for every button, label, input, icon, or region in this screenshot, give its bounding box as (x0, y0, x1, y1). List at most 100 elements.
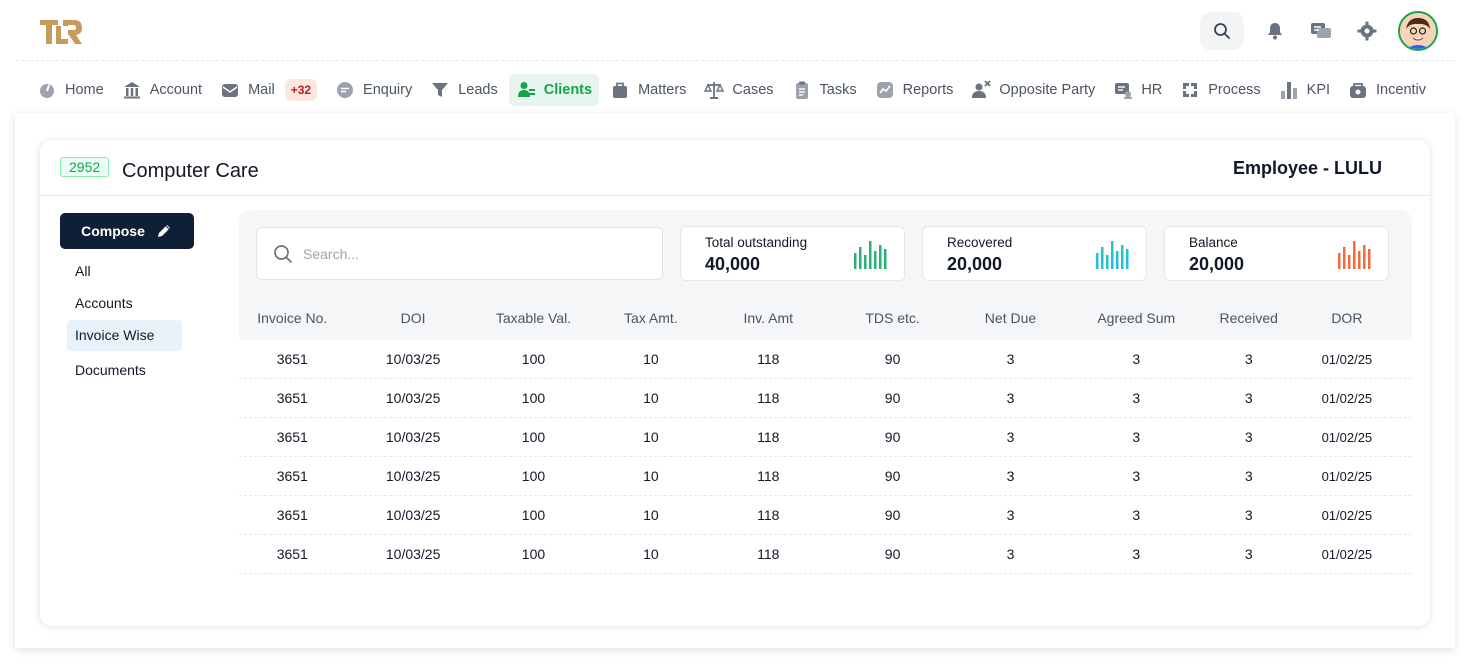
search-icon (1214, 23, 1230, 39)
table-cell: 3651 (276, 546, 308, 562)
column-header[interactable]: Tax Amt. (624, 310, 678, 326)
table-cell: 3651 (276, 468, 308, 484)
table-row[interactable]: 3651 10/03/25 100 10 118 90 3 3 3 01/02/25 (239, 418, 1412, 457)
table-cell: 3 (1244, 390, 1253, 406)
stat-balance: Balance 20,000 (1164, 226, 1389, 281)
table-cell: 3 (1132, 351, 1141, 367)
sidebar-item-all[interactable]: All (75, 263, 91, 279)
table-cell: 90 (884, 468, 901, 484)
table-row[interactable]: 3651 10/03/25 100 10 118 90 3 3 3 01/02/25 (239, 535, 1412, 574)
table-cell: 10/03/25 (385, 390, 441, 406)
table-cell: 10 (643, 507, 659, 523)
table-cell: 3 (1244, 351, 1253, 367)
nav-item-clients[interactable]: Clients (508, 74, 600, 106)
column-header[interactable]: DOI (400, 310, 426, 326)
bars-icon (854, 241, 887, 269)
user-x-icon (972, 80, 992, 98)
column-header[interactable]: Invoice No. (257, 310, 328, 326)
table-cell: 3651 (276, 351, 308, 367)
table-cell: 10 (643, 468, 659, 484)
client-card: 2952 Computer Care Employee - LULU Compo… (40, 140, 1430, 626)
table-cell: 118 (757, 507, 780, 523)
column-header[interactable]: Net Due (984, 310, 1037, 326)
table-row[interactable]: 3651 10/03/25 100 10 118 90 3 3 3 01/02/25 (239, 496, 1412, 535)
nav-item-kpi[interactable]: KPI (1272, 74, 1337, 106)
table-cell: 01/02/25 (1321, 351, 1373, 367)
avatar-face-icon (1400, 13, 1436, 49)
nav-item-leads[interactable]: Leads (423, 74, 505, 106)
sidebar-item-accounts[interactable]: Accounts (75, 295, 133, 311)
table-cell: 3 (1132, 468, 1141, 484)
search-button[interactable] (1200, 12, 1244, 50)
table-cell: 10 (643, 390, 659, 406)
column-header[interactable]: DOR (1331, 310, 1363, 326)
sidebar-item-invoice-wise[interactable]: Invoice Wise (67, 320, 182, 351)
table-cell: 10/03/25 (385, 429, 441, 445)
chat-bubble-icon (337, 82, 354, 98)
table-row[interactable]: 3651 10/03/25 100 10 118 90 3 3 3 01/02/25 (239, 379, 1412, 418)
process-icon (1183, 83, 1198, 97)
avatar[interactable] (1398, 11, 1438, 51)
nav-item-process[interactable]: Process (1173, 74, 1267, 106)
client-header: 2952 Computer Care Employee - LULU (40, 140, 1430, 196)
table-cell: 3 (1006, 351, 1015, 367)
nav-item-mail[interactable]: Mail +32 (213, 74, 324, 106)
table-cell: 01/02/25 (1321, 429, 1373, 445)
table-cell: 3 (1132, 390, 1141, 406)
table-row[interactable]: 3651 10/03/25 100 10 118 90 3 3 3 01/02/25 (239, 457, 1412, 496)
table-cell: 100 (521, 390, 546, 406)
nav-item-home[interactable]: Home (30, 74, 111, 106)
nav-item-matters[interactable]: Matters (603, 74, 693, 106)
stat-recovered: Recovered 20,000 (922, 226, 1147, 281)
column-header[interactable]: Agreed Sum (1097, 310, 1176, 326)
bars-icon (1338, 241, 1371, 269)
sidebar-item-documents[interactable]: Documents (75, 362, 146, 378)
logo[interactable] (38, 16, 84, 46)
table-row[interactable]: 3651 10/03/25 100 10 118 90 3 3 3 01/02/25 (239, 340, 1412, 379)
table-cell: 3 (1244, 468, 1253, 484)
table-cell: 3 (1006, 429, 1015, 445)
chat-icon (1311, 23, 1331, 38)
nav-item-cases[interactable]: Cases (697, 74, 780, 106)
notifications-button[interactable] (1260, 16, 1290, 46)
table-cell: 10 (643, 351, 659, 367)
nav-item-incentive[interactable]: Incentiv (1341, 74, 1433, 106)
settings-button[interactable] (1352, 16, 1382, 46)
table-cell: 118 (757, 390, 780, 406)
column-header[interactable]: Inv. Amt (743, 310, 794, 326)
table-cell: 100 (521, 429, 546, 445)
compose-button[interactable]: Compose (60, 213, 194, 249)
top-bar (0, 0, 1470, 60)
scale-icon (704, 82, 725, 99)
table-cell: 90 (884, 546, 901, 562)
messages-button[interactable] (1306, 16, 1336, 46)
invoice-panel: Search... Total outstanding 40,000 Recov… (239, 210, 1412, 608)
funnel-icon (432, 83, 449, 97)
search-placeholder: Search... (303, 245, 360, 262)
table-cell: 10/03/25 (385, 351, 441, 367)
table-cell: 3 (1006, 546, 1015, 562)
table-cell: 118 (757, 429, 780, 445)
table-cell: 01/02/25 (1321, 546, 1373, 562)
nav-item-tasks[interactable]: Tasks (785, 74, 864, 106)
table-cell: 90 (884, 351, 901, 367)
table-cell: 3651 (276, 390, 308, 406)
column-header[interactable]: Taxable Val. (495, 310, 572, 326)
bars-icon (1096, 241, 1129, 269)
column-header[interactable]: TDS etc. (865, 310, 920, 326)
table-cell: 90 (884, 429, 901, 445)
table-cell: 100 (521, 468, 546, 484)
nav-item-account[interactable]: Account (115, 74, 209, 106)
nav-item-opposite-party[interactable]: Opposite Party (964, 74, 1102, 106)
user-icon (517, 82, 535, 97)
column-header[interactable]: Received (1219, 310, 1278, 326)
bell-icon (1268, 23, 1282, 40)
table-cell: 118 (757, 351, 780, 367)
nav-item-reports[interactable]: Reports (868, 74, 961, 106)
nav-item-hr[interactable]: HR (1106, 74, 1169, 106)
client-name: Computer Care (122, 160, 259, 182)
search-input[interactable]: Search... (256, 227, 663, 280)
stat-total-outstanding: Total outstanding 40,000 (680, 226, 905, 281)
header-actions (1200, 11, 1438, 51)
nav-item-enquiry[interactable]: Enquiry (328, 74, 419, 106)
